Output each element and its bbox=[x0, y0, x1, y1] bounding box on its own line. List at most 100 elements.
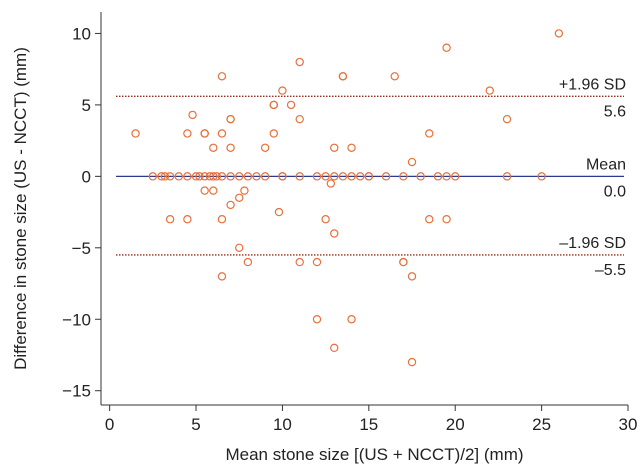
data-point bbox=[235, 193, 244, 202]
data-point bbox=[425, 215, 434, 224]
data-point bbox=[269, 129, 278, 138]
y-tick-label: 5 bbox=[82, 96, 91, 115]
data-point bbox=[148, 172, 158, 181]
data-point bbox=[502, 114, 512, 124]
data-point bbox=[312, 315, 322, 324]
data-point bbox=[451, 172, 460, 181]
data-point bbox=[330, 343, 339, 353]
data-point bbox=[226, 114, 235, 124]
data-point bbox=[200, 186, 209, 195]
data-point bbox=[217, 272, 227, 281]
y-ticks: −15 −10 −5 0 5 10 bbox=[62, 24, 101, 401]
data-point bbox=[174, 172, 183, 181]
data-point bbox=[390, 72, 399, 81]
data-point bbox=[425, 129, 434, 138]
data-point bbox=[217, 129, 227, 138]
x-ticks: 0 5 10 15 20 25 30 bbox=[105, 405, 638, 434]
data-point bbox=[240, 186, 249, 195]
data-point bbox=[433, 172, 443, 181]
data-point bbox=[235, 243, 244, 252]
data-point bbox=[286, 100, 296, 110]
y-tick-label: −15 bbox=[62, 382, 91, 401]
data-point bbox=[157, 172, 166, 181]
x-tick-label: 10 bbox=[273, 415, 292, 434]
data-point bbox=[212, 172, 221, 181]
data-point bbox=[442, 43, 451, 52]
y-axis-title: Difference in stone size (US - NCCT) (mm… bbox=[11, 47, 30, 370]
data-point bbox=[188, 110, 197, 120]
lower-sd-label: –1.96 SD bbox=[559, 235, 626, 252]
data-point bbox=[381, 172, 391, 181]
data-point bbox=[338, 72, 348, 81]
data-point bbox=[183, 129, 192, 138]
data-point bbox=[226, 143, 235, 152]
data-point bbox=[195, 172, 204, 181]
data-point bbox=[295, 57, 304, 67]
data-point bbox=[200, 129, 209, 138]
data-point bbox=[260, 143, 270, 152]
mean-label: Mean bbox=[586, 156, 626, 173]
data-point bbox=[217, 172, 227, 181]
reference-labels: +1.96 SD 5.6 Mean 0.0 –1.96 SD –5.5 bbox=[559, 76, 626, 279]
y-tick-label: −5 bbox=[72, 239, 91, 258]
mean-value: 0.0 bbox=[604, 183, 626, 200]
data-point bbox=[338, 172, 348, 181]
data-point bbox=[347, 143, 356, 152]
data-point bbox=[260, 172, 270, 181]
x-tick-label: 5 bbox=[191, 415, 200, 434]
data-point bbox=[278, 172, 287, 181]
data-point bbox=[200, 172, 209, 181]
data-point bbox=[209, 186, 218, 195]
y-tick-label: −10 bbox=[62, 310, 91, 329]
data-point bbox=[347, 172, 356, 181]
data-point bbox=[217, 72, 227, 81]
data-point bbox=[312, 172, 322, 181]
data-point bbox=[485, 86, 494, 95]
x-tick-label: 15 bbox=[359, 415, 378, 434]
upper-sd-value: 5.6 bbox=[604, 103, 626, 120]
data-point bbox=[537, 172, 546, 181]
data-point bbox=[321, 172, 330, 181]
data-points bbox=[131, 29, 564, 367]
data-point bbox=[183, 172, 192, 181]
x-tick-label: 20 bbox=[446, 415, 465, 434]
data-point bbox=[295, 172, 304, 181]
data-point bbox=[364, 172, 374, 181]
data-point bbox=[502, 172, 512, 181]
data-point bbox=[330, 229, 339, 238]
data-point bbox=[330, 172, 339, 181]
data-point bbox=[399, 172, 408, 181]
data-point bbox=[160, 172, 170, 181]
data-point bbox=[312, 257, 322, 267]
data-point bbox=[442, 172, 451, 181]
data-point bbox=[191, 172, 201, 181]
data-point bbox=[235, 172, 244, 181]
x-tick-label: 0 bbox=[105, 415, 114, 434]
data-point bbox=[295, 257, 304, 267]
data-point bbox=[407, 157, 417, 167]
data-point bbox=[355, 172, 365, 181]
data-point bbox=[321, 215, 330, 224]
data-point bbox=[183, 215, 192, 224]
data-point bbox=[407, 357, 417, 367]
lower-sd-value: –5.5 bbox=[595, 262, 626, 279]
data-point bbox=[278, 86, 287, 95]
data-point bbox=[407, 272, 417, 281]
data-point bbox=[131, 129, 140, 138]
data-point bbox=[243, 172, 253, 181]
y-tick-label: 0 bbox=[82, 167, 91, 186]
x-tick-label: 25 bbox=[532, 415, 551, 434]
data-point bbox=[399, 257, 408, 267]
upper-sd-label: +1.96 SD bbox=[559, 76, 626, 93]
x-tick-label: 30 bbox=[619, 415, 638, 434]
data-point bbox=[226, 200, 235, 210]
data-point bbox=[226, 172, 235, 181]
data-point bbox=[217, 215, 227, 224]
x-axis-title: Mean stone size [(US + NCCT)/2] (mm) bbox=[225, 445, 523, 464]
data-point bbox=[252, 172, 261, 181]
data-point bbox=[274, 207, 284, 217]
axes bbox=[100, 12, 628, 406]
data-point bbox=[416, 172, 425, 181]
data-point bbox=[554, 29, 564, 38]
